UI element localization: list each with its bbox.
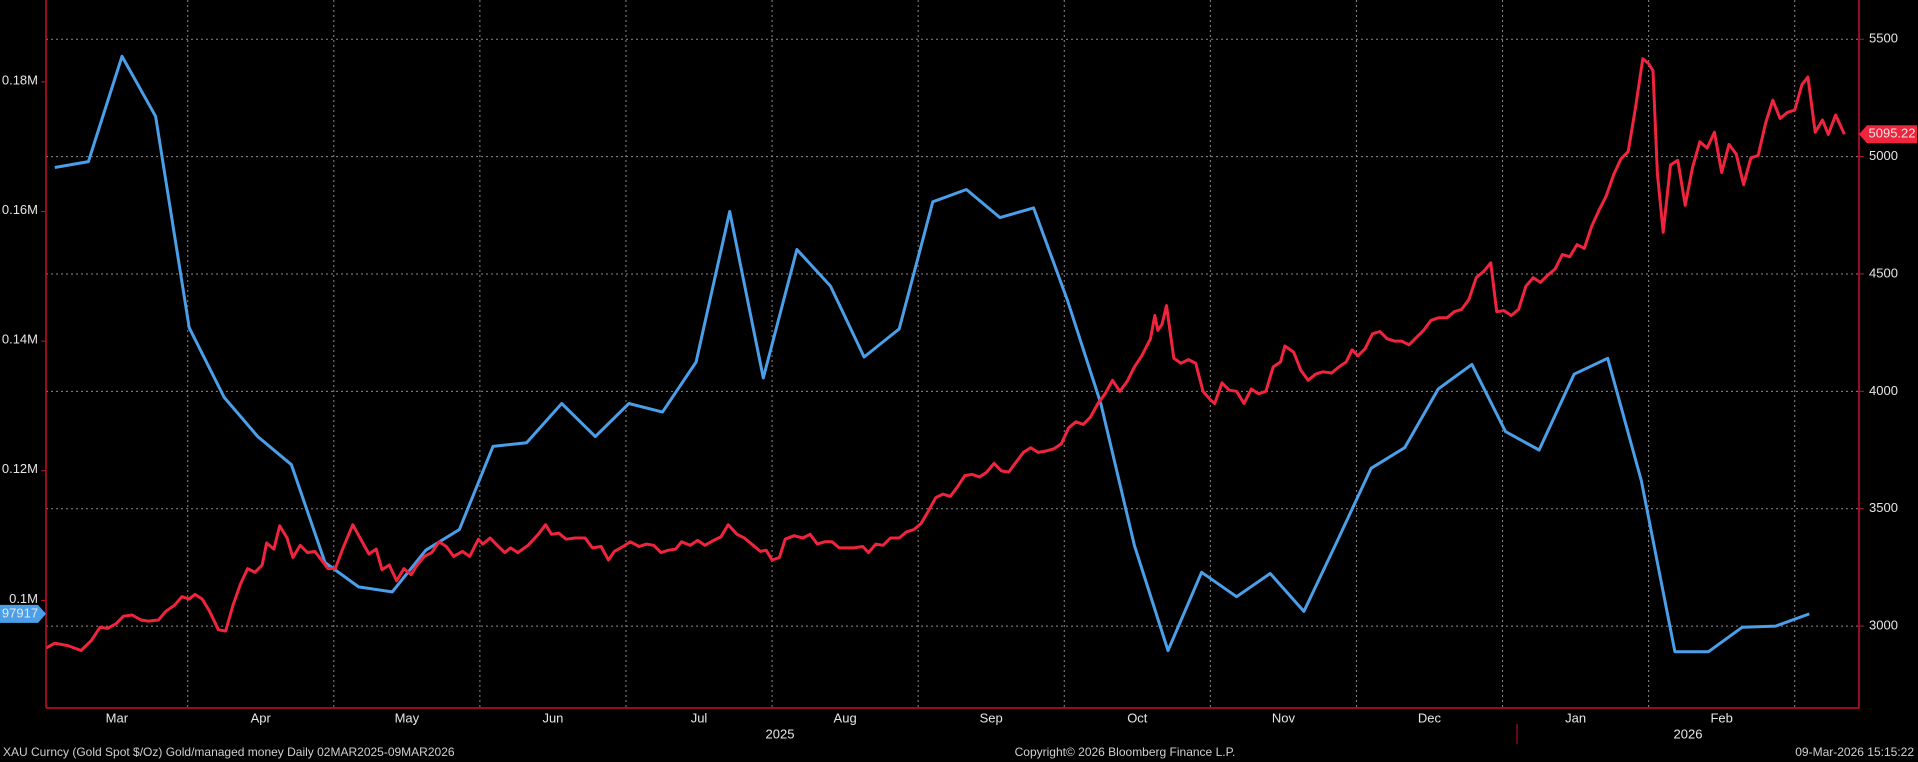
x-tick-label: Jan — [1565, 710, 1586, 725]
y-tick-label: 0.12M — [2, 461, 38, 476]
x-tick-label: Apr — [251, 710, 272, 725]
y2-tick-label: 4000 — [1869, 383, 1898, 398]
last-value-tag — [1859, 125, 1917, 144]
x-tick-label: Aug — [834, 710, 857, 725]
footer-source: XAU Curncy (Gold Spot $/Oz) Gold/managed… — [3, 745, 455, 759]
year-label: 2026 — [1674, 726, 1703, 741]
x-tick-label: Nov — [1272, 710, 1296, 725]
grid — [46, 0, 1859, 708]
x-tick-label: Jul — [691, 710, 708, 725]
footer-timestamp: 09-Mar-2026 15:15:22 — [1795, 745, 1914, 759]
x-tick-label: Dec — [1418, 710, 1442, 725]
y2-tick-label: 3500 — [1869, 500, 1898, 515]
y-tick-label: 0.16M — [2, 202, 38, 217]
footer-copyright: Copyright© 2026 Bloomberg Finance L.P. — [1015, 745, 1236, 759]
plot-lines — [45, 54, 1846, 654]
x-tick-label: Oct — [1127, 710, 1148, 725]
series-line — [54, 54, 1810, 654]
series-line — [45, 57, 1846, 652]
y2-tick-label: 3000 — [1869, 618, 1898, 633]
y-tick-label: 0.14M — [2, 332, 38, 347]
last-value-tag — [0, 604, 46, 623]
x-tick-label: Mar — [106, 710, 129, 725]
axis-labels: Mar Apr May Jun Jul Aug Sep Oct Nov Dec Jan Feb 0.1M… — [0, 31, 1917, 725]
x-tick-label: Sep — [980, 710, 1003, 725]
year-label: 2025 — [766, 726, 795, 741]
y-tick-label: 0.1M — [9, 591, 38, 606]
x-tick-label: Jun — [542, 710, 563, 725]
last-value-label: 5095.22 — [1869, 126, 1916, 141]
x-tick-label: May — [395, 710, 420, 725]
last-value-label: 97917 — [2, 605, 38, 620]
y-tick-label: 0.18M — [2, 72, 38, 87]
y2-tick-label: 4500 — [1869, 265, 1898, 280]
y2-tick-label: 5000 — [1869, 148, 1898, 163]
x-tick-label: Feb — [1710, 710, 1732, 725]
y2-tick-label: 5500 — [1869, 31, 1898, 46]
